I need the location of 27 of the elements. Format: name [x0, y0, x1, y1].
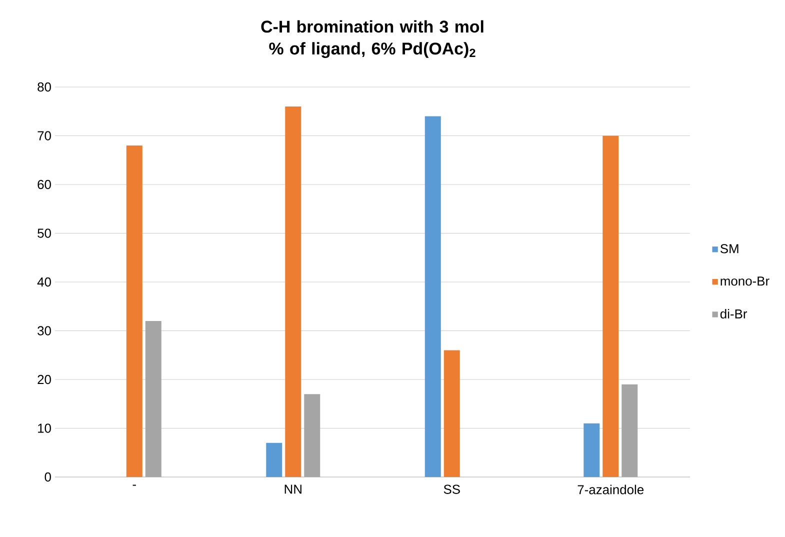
bar	[126, 146, 142, 477]
bar	[145, 321, 162, 477]
legend-label: SM	[720, 244, 738, 254]
y-tick-label: 10	[38, 424, 51, 433]
y-tick-label: 60	[38, 180, 51, 190]
y-tick-label: 20	[38, 374, 51, 384]
bar	[602, 136, 619, 477]
legend-label: mono-Br	[720, 276, 770, 286]
bar	[304, 394, 320, 477]
y-tick-label: 40	[37, 277, 51, 287]
bar	[424, 116, 441, 477]
y-tick-label: 80	[38, 82, 51, 92]
legend-label: di-Br	[720, 309, 748, 319]
bar	[622, 384, 638, 477]
bar	[266, 442, 282, 477]
x-tick-label: SS	[444, 484, 460, 494]
y-tick-label: 0	[44, 472, 51, 482]
y-tick-label: 30	[38, 326, 51, 336]
bar	[444, 350, 460, 477]
y-tick-label: 70	[38, 131, 51, 140]
x-tick-label: NN	[284, 484, 302, 494]
y-tick-label: 50	[38, 228, 51, 238]
bar	[285, 106, 302, 477]
x-tick-label: 7-azaindole	[578, 484, 644, 494]
x-tick-label: -	[132, 484, 136, 486]
bar	[584, 423, 600, 477]
chart-title: C-H bromination with 3 mol % of ligand, 6% Pd(OAc)$_{2}$	[261, 20, 484, 58]
